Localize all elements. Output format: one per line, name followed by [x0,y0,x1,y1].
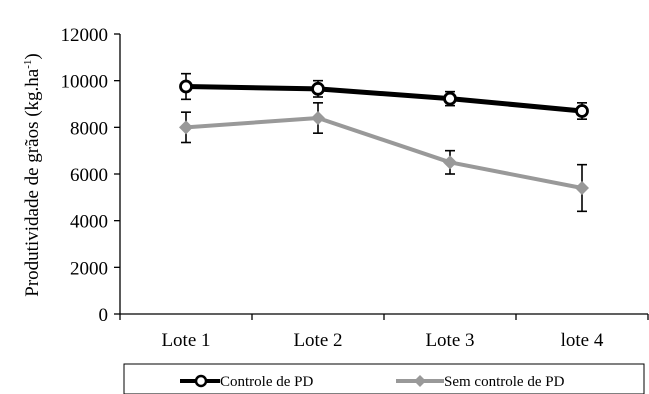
legend: Controle de PD Sem controle de PD [123,363,645,394]
x-tick-label: Lote 3 [425,330,474,351]
data-point [575,181,589,195]
data-point [575,104,589,118]
x-tick-label: Lote 1 [161,330,210,351]
x-tick-label: lote 4 [561,330,604,351]
data-point [179,120,193,135]
data-point [311,111,325,125]
y-ticks: 0 2000 4000 6000 8000 10000 12000 [61,25,120,326]
series-line [185,116,583,190]
x-tick-label: Lote 2 [293,330,342,351]
data-point [311,81,325,96]
data-point [443,91,457,106]
x-ticks: Lote 1 Lote 2 Lote 3 lote 4 [119,314,649,351]
y-tick-label: 6000 [70,165,108,186]
legend-label-controle: Controle de PD [220,374,313,390]
legend-item-sem-controle: Sem controle de PD [396,374,565,390]
legend-label-sem-controle: Sem controle de PD [444,374,565,390]
legend-item-controle: Controle de PD [180,374,313,390]
series-0 [179,72,589,120]
series-line [185,84,583,114]
data-point [443,155,457,170]
data-point [179,79,193,94]
y-tick-label: 4000 [70,212,108,233]
y-tick-label: 2000 [70,258,108,279]
y-tick-label: 10000 [61,72,109,93]
series-1 [179,102,589,213]
y-tick-label: 0 [99,305,109,326]
y-tick-label: 12000 [61,25,109,46]
series-layer [179,72,589,213]
y-axis-label: Produtividade de grãos (kg.ha-1) [22,53,43,296]
y-tick-label: 8000 [70,118,108,139]
